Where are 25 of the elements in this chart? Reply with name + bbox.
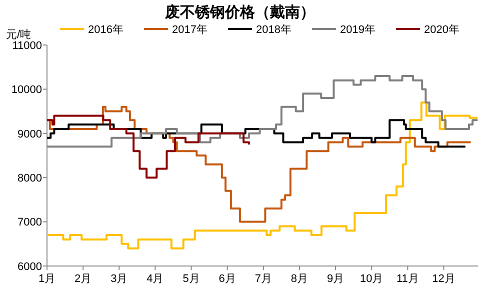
x-tick-label: 1月 bbox=[38, 273, 56, 285]
y-tick-label: 11000 bbox=[12, 40, 42, 52]
y-tick-label: 8000 bbox=[18, 172, 42, 184]
x-tick-label: 11月 bbox=[396, 273, 419, 285]
y-axis-title: 元/吨 bbox=[6, 28, 32, 41]
y-tick-label: 6000 bbox=[18, 260, 42, 273]
y-tick-label: 10000 bbox=[11, 84, 42, 96]
x-tick-label: 4月 bbox=[146, 273, 164, 285]
y-tick-label: 9000 bbox=[18, 128, 42, 140]
x-tick-label: 2月 bbox=[74, 273, 92, 285]
legend-label: 2017年 bbox=[172, 24, 208, 36]
legend-label: 2016年 bbox=[88, 24, 124, 36]
legend-label: 2019年 bbox=[340, 24, 376, 36]
x-tick-label: 12月 bbox=[432, 273, 456, 285]
x-tick-label: 8月 bbox=[290, 273, 308, 285]
x-tick-label: 3月 bbox=[110, 273, 128, 285]
chart-title: 废不锈钢价格（戴南） bbox=[164, 3, 315, 21]
x-tick-label: 10月 bbox=[360, 273, 384, 285]
x-tick-label: 6月 bbox=[218, 273, 236, 285]
legend-label: 2020年 bbox=[424, 24, 460, 36]
x-tick-label: 5月 bbox=[182, 273, 200, 285]
legend-label: 2018年 bbox=[256, 24, 292, 36]
x-tick-label: 9月 bbox=[326, 273, 344, 285]
y-tick-label: 7000 bbox=[18, 216, 42, 229]
x-tick-label: 7月 bbox=[254, 273, 272, 285]
